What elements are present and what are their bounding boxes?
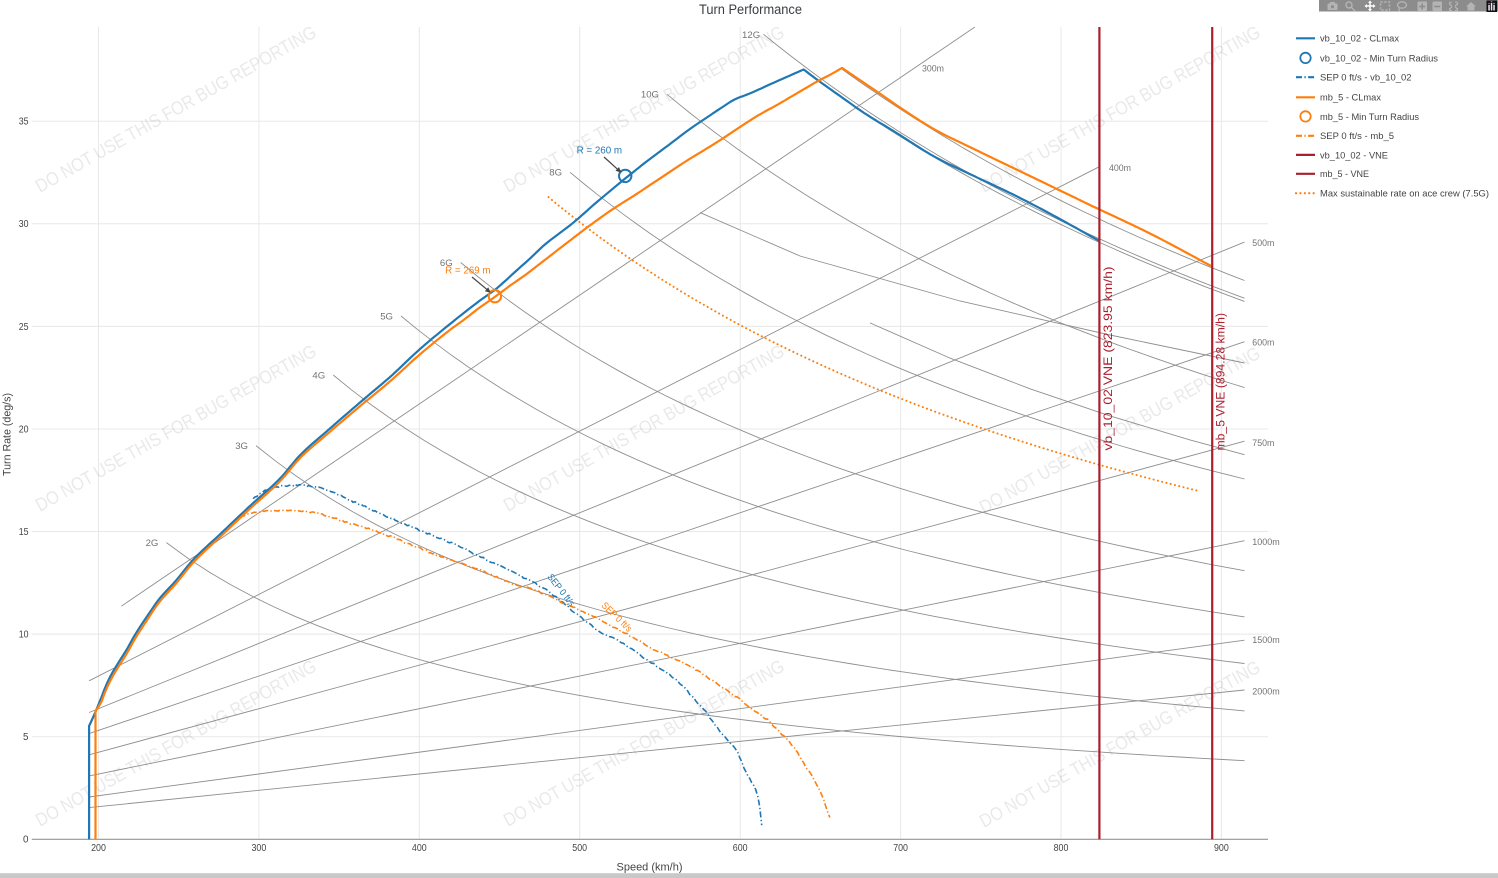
svg-text:Turn Performance: Turn Performance (699, 2, 802, 17)
svg-text:R = 269 m: R = 269 m (445, 266, 491, 277)
svg-text:35: 35 (19, 117, 29, 128)
svg-text:900: 900 (1214, 843, 1229, 854)
svg-text:3G: 3G (235, 441, 248, 452)
svg-text:Turn Rate (deg/s): Turn Rate (deg/s) (2, 393, 14, 476)
svg-text:1000m: 1000m (1252, 537, 1280, 548)
svg-text:500m: 500m (1252, 238, 1274, 249)
svg-text:10G: 10G (641, 90, 659, 101)
svg-text:Max sustainable rate on ace cr: Max sustainable rate on ace crew (7.5G) (1320, 189, 1489, 200)
svg-text:4G: 4G (312, 370, 325, 381)
svg-text:R = 260 m: R = 260 m (577, 146, 623, 157)
svg-text:5G: 5G (380, 311, 393, 322)
svg-text:5: 5 (23, 732, 29, 743)
svg-text:vb_10_02 - VNE: vb_10_02 - VNE (1320, 150, 1388, 161)
svg-text:SEP 0 ft/s - mb_5: SEP 0 ft/s - mb_5 (1320, 131, 1394, 142)
svg-text:12G: 12G (742, 30, 760, 41)
svg-text:800: 800 (1054, 843, 1069, 854)
svg-text:10: 10 (19, 630, 29, 641)
svg-text:750m: 750m (1252, 438, 1274, 449)
svg-text:Speed (km/h): Speed (km/h) (617, 862, 683, 874)
svg-text:700: 700 (893, 843, 908, 854)
svg-text:2000m: 2000m (1252, 686, 1280, 697)
svg-text:25: 25 (19, 322, 29, 333)
svg-text:200: 200 (91, 843, 106, 854)
svg-text:300: 300 (252, 843, 267, 854)
svg-text:600: 600 (733, 843, 748, 854)
svg-text:30: 30 (19, 219, 29, 230)
svg-text:15: 15 (19, 527, 29, 538)
svg-text:8G: 8G (549, 168, 562, 179)
svg-text:mb_5 - CLmax: mb_5 - CLmax (1320, 93, 1381, 104)
svg-text:300m: 300m (922, 63, 944, 74)
svg-text:600m: 600m (1252, 337, 1274, 348)
svg-text:SEP 0 ft/s - vb_10_02: SEP 0 ft/s - vb_10_02 (1320, 73, 1412, 84)
svg-text:400: 400 (412, 843, 427, 854)
svg-text:mb_5 - VNE: mb_5 - VNE (1320, 169, 1369, 180)
svg-text:20: 20 (19, 424, 29, 435)
svg-text:vb_10_02 - Min Turn Radius: vb_10_02 - Min Turn Radius (1320, 53, 1438, 64)
svg-text:2G: 2G (146, 538, 159, 549)
svg-text:0: 0 (23, 835, 29, 846)
svg-text:400m: 400m (1109, 163, 1131, 174)
svg-text:vb_10_02 VNE (823.95 km/h): vb_10_02 VNE (823.95 km/h) (1101, 266, 1115, 450)
svg-text:mb_5 VNE (894.28 km/h): mb_5 VNE (894.28 km/h) (1214, 313, 1228, 451)
svg-text:6G: 6G (440, 258, 453, 269)
svg-text:mb_5 - Min Turn Radius: mb_5 - Min Turn Radius (1320, 112, 1419, 123)
svg-text:500: 500 (572, 843, 587, 854)
svg-text:vb_10_02 - CLmax: vb_10_02 - CLmax (1320, 34, 1399, 45)
svg-text:1500m: 1500m (1252, 635, 1280, 646)
